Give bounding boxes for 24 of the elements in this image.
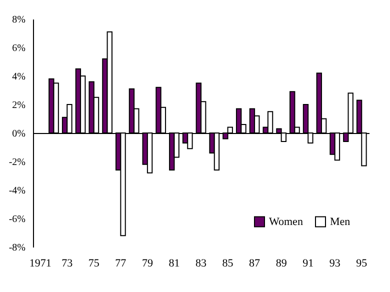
- y-tick-label: -8%: [8, 242, 26, 254]
- y-tick-label: 2%: [12, 100, 26, 111]
- x-tick-label: 79: [142, 258, 154, 270]
- x-tick-label: 81: [168, 258, 180, 270]
- y-tick-label: -4%: [8, 186, 26, 196]
- y-tick-label: 6%: [12, 43, 26, 54]
- legend-label: Men: [330, 216, 351, 228]
- x-tick-label: 77: [115, 258, 127, 270]
- legend-label: Women: [269, 216, 304, 228]
- y-tick-label: -6%: [8, 214, 26, 225]
- x-tick-label: 75: [88, 258, 100, 270]
- x-tick-label: 73: [62, 258, 74, 270]
- x-tick-label: 85: [222, 258, 234, 270]
- y-tick-label: -2%: [8, 157, 26, 168]
- x-tick-label: 83: [196, 258, 207, 270]
- y-tick-label: 8%: [12, 14, 26, 26]
- x-tick-label: 93: [329, 258, 341, 270]
- x-tick-label: 1971: [29, 258, 52, 270]
- x-tick-label: 87: [249, 258, 261, 270]
- x-tick-label: 95: [356, 258, 368, 270]
- y-tick-label: 4%: [12, 72, 26, 82]
- x-tick-label: 91: [302, 258, 314, 270]
- y-tick-label: 0%: [12, 128, 26, 140]
- x-tick-label: 89: [276, 258, 288, 270]
